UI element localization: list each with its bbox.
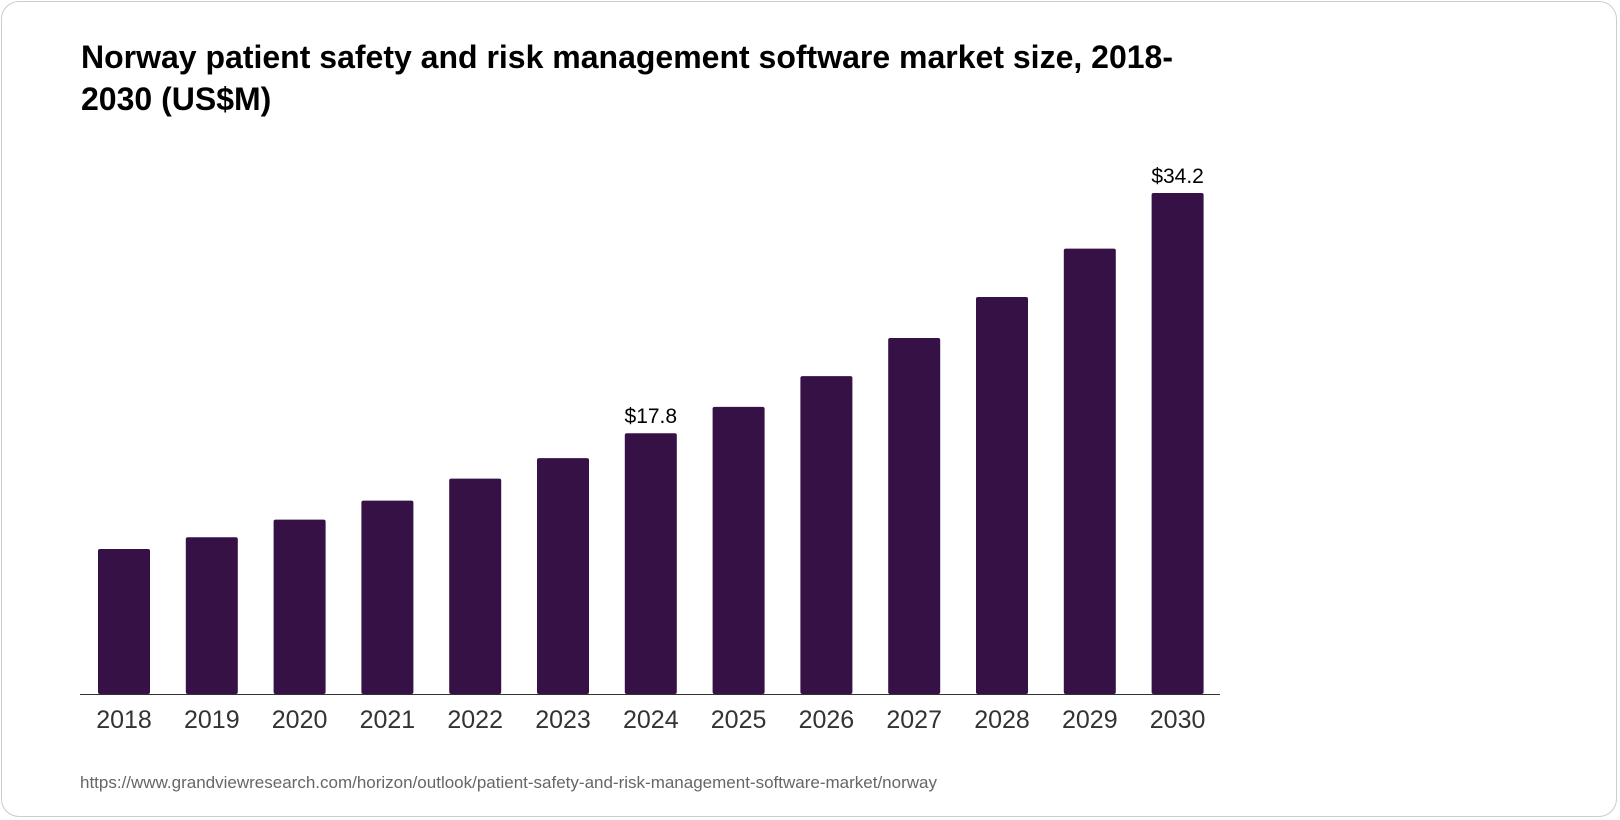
x-tick-label: 2025 xyxy=(711,706,767,734)
bar-2027 xyxy=(888,338,941,694)
bar-2025 xyxy=(712,406,765,694)
x-tick-label: 2028 xyxy=(974,706,1030,734)
bar-2023 xyxy=(537,458,589,694)
x-tick-label: 2019 xyxy=(184,706,240,734)
x-tick-label: 2022 xyxy=(447,706,503,734)
bar-2018 xyxy=(98,548,150,694)
x-tick-label: 2020 xyxy=(272,706,328,734)
bar-2019 xyxy=(185,537,238,694)
data-label-2030: $34.2 xyxy=(1151,165,1204,188)
bar-2029 xyxy=(1063,248,1116,694)
x-tick-label: 2023 xyxy=(535,706,591,734)
x-tick-label: 2021 xyxy=(360,706,416,734)
bar-2026 xyxy=(800,376,853,694)
x-tick-label: 2030 xyxy=(1150,706,1206,734)
x-tick-label: 2026 xyxy=(799,706,855,734)
bar-2022 xyxy=(449,478,502,694)
x-tick-label: 2018 xyxy=(96,706,152,734)
x-tick-label: 2024 xyxy=(623,706,679,734)
bar-2020 xyxy=(273,519,326,694)
x-tick-label: 2027 xyxy=(886,706,942,734)
bar-2028 xyxy=(976,297,1028,694)
bar-2024 xyxy=(624,433,677,694)
chart-title: Norway patient safety and risk managemen… xyxy=(81,39,1173,117)
data-label-2024: $17.8 xyxy=(625,405,678,428)
source-url[interactable]: https://www.grandviewresearch.com/horizo… xyxy=(80,773,937,792)
bar-2030 xyxy=(1151,193,1204,694)
bar-2021 xyxy=(361,500,414,694)
x-tick-label: 2029 xyxy=(1062,706,1118,734)
